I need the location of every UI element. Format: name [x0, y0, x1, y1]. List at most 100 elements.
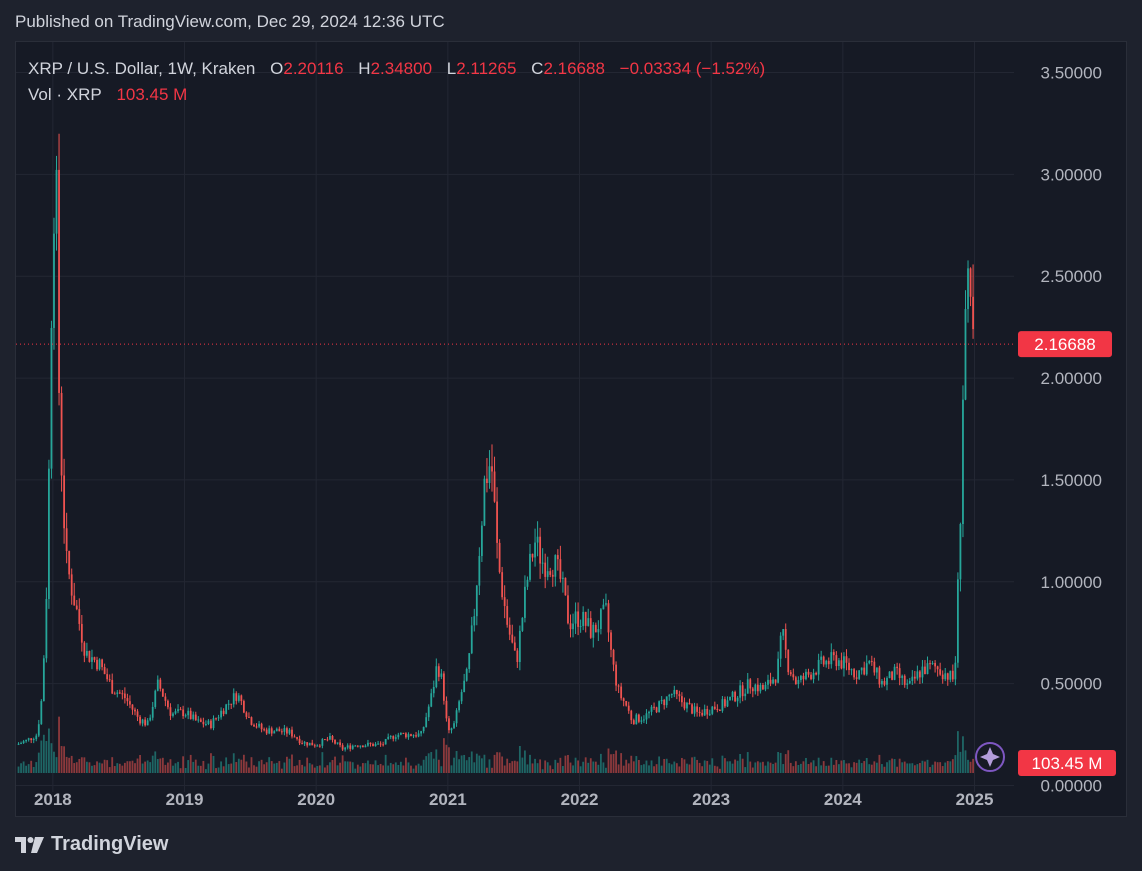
candle-body [564, 577, 567, 596]
candle-body [529, 553, 531, 580]
volume-bar [369, 764, 372, 773]
candle-body [881, 681, 883, 685]
volume-bar [853, 762, 855, 773]
volume-bar [878, 754, 881, 773]
candle-body [65, 528, 68, 551]
candle-body [587, 618, 590, 626]
volume-bar [199, 765, 202, 773]
candle-body [103, 667, 106, 675]
volume-bar [675, 763, 678, 773]
candle-body [967, 268, 969, 310]
candle-body [367, 742, 369, 746]
candle-body [273, 731, 276, 734]
candle-body [848, 662, 850, 671]
candle-body [17, 743, 20, 745]
candle-body [248, 716, 250, 718]
volume-bar [559, 757, 562, 773]
candle-body [729, 696, 731, 701]
volume-bar [323, 767, 326, 773]
candle-body [369, 742, 372, 744]
volume-bar [255, 766, 258, 773]
volume-bar [569, 762, 572, 773]
volume-bar [121, 765, 124, 773]
candle-body [192, 714, 195, 720]
volume-bar [610, 754, 612, 773]
candle-body [167, 700, 169, 708]
candle-body [870, 660, 873, 662]
candle-body [612, 649, 615, 665]
candle-body [675, 689, 678, 695]
candle-body [840, 660, 843, 669]
candle-body [483, 478, 486, 526]
volume-bar [784, 754, 787, 773]
volume-bar [792, 766, 795, 773]
volume-bar [420, 765, 423, 773]
candle-body [554, 555, 557, 577]
candle-body [126, 698, 129, 702]
candle-body [536, 536, 539, 543]
symbol-title[interactable]: XRP / U.S. Dollar, 1W, Kraken [28, 59, 256, 78]
volume-bar [713, 765, 716, 773]
candle-body [258, 723, 260, 727]
candle-body [204, 724, 207, 726]
candle-body [318, 745, 321, 747]
volume-bar [567, 754, 569, 773]
candle-body [744, 693, 747, 697]
volume-bar [258, 761, 260, 773]
volume-bar [108, 767, 111, 773]
candle-body [779, 635, 782, 659]
candle-body [215, 718, 217, 720]
candle-body [941, 674, 944, 680]
candle-body [106, 674, 109, 680]
volume-bar [177, 761, 179, 773]
volume-bar [622, 765, 625, 773]
candle-body [486, 478, 488, 484]
volume-bar [22, 761, 25, 773]
volume-label[interactable]: Vol · XRP [28, 85, 102, 104]
sparkle-icon[interactable] [975, 742, 1005, 772]
volume-bar [587, 762, 590, 773]
candle-body [919, 671, 921, 678]
x-tick-label: 2022 [561, 790, 599, 809]
candle-body [939, 669, 942, 675]
candle-body [686, 702, 688, 709]
volume-bar [941, 766, 944, 773]
candle-body [901, 675, 904, 678]
candle-body [741, 685, 744, 697]
volume-bar [329, 762, 331, 773]
volume-bar [468, 757, 471, 773]
volume-bar [73, 763, 76, 773]
candle-body [123, 693, 126, 699]
candle-body [627, 705, 630, 711]
volume-bar [875, 762, 878, 773]
volume-bar [858, 759, 861, 773]
volume-bar [868, 764, 871, 773]
volume-bar [136, 758, 139, 773]
volume-bar [759, 762, 762, 773]
volume-bar [230, 763, 233, 773]
chart-canvas[interactable]: 3.50000 3.00000 2.50000 2.00000 1.50000 1.000… [16, 42, 1126, 816]
candle-body [713, 706, 716, 709]
volume-bar [772, 763, 774, 773]
candle-body [316, 745, 319, 747]
candle-body [275, 728, 278, 732]
volume-bar [321, 752, 324, 773]
candle-body [20, 743, 22, 745]
volume-bar [301, 764, 304, 773]
close-value: 2.16688 [543, 59, 605, 78]
volume-bar [696, 759, 698, 773]
volume-bar [544, 760, 547, 773]
volume-bar [192, 761, 195, 773]
volume-bar [582, 761, 585, 773]
chart-pane[interactable]: 3.50000 3.00000 2.50000 2.00000 1.50000 1.000… [15, 41, 1127, 817]
brand-footer[interactable]: TradingView [15, 833, 168, 856]
volume-bar [886, 762, 888, 773]
volume-bar [751, 767, 754, 773]
volume-bar [83, 757, 86, 773]
candle-body [762, 684, 764, 690]
volume-bar [425, 756, 428, 773]
volume-bar [779, 752, 782, 773]
volume-bar [597, 764, 600, 773]
high-label: H [358, 59, 371, 78]
candle-body [382, 744, 385, 746]
